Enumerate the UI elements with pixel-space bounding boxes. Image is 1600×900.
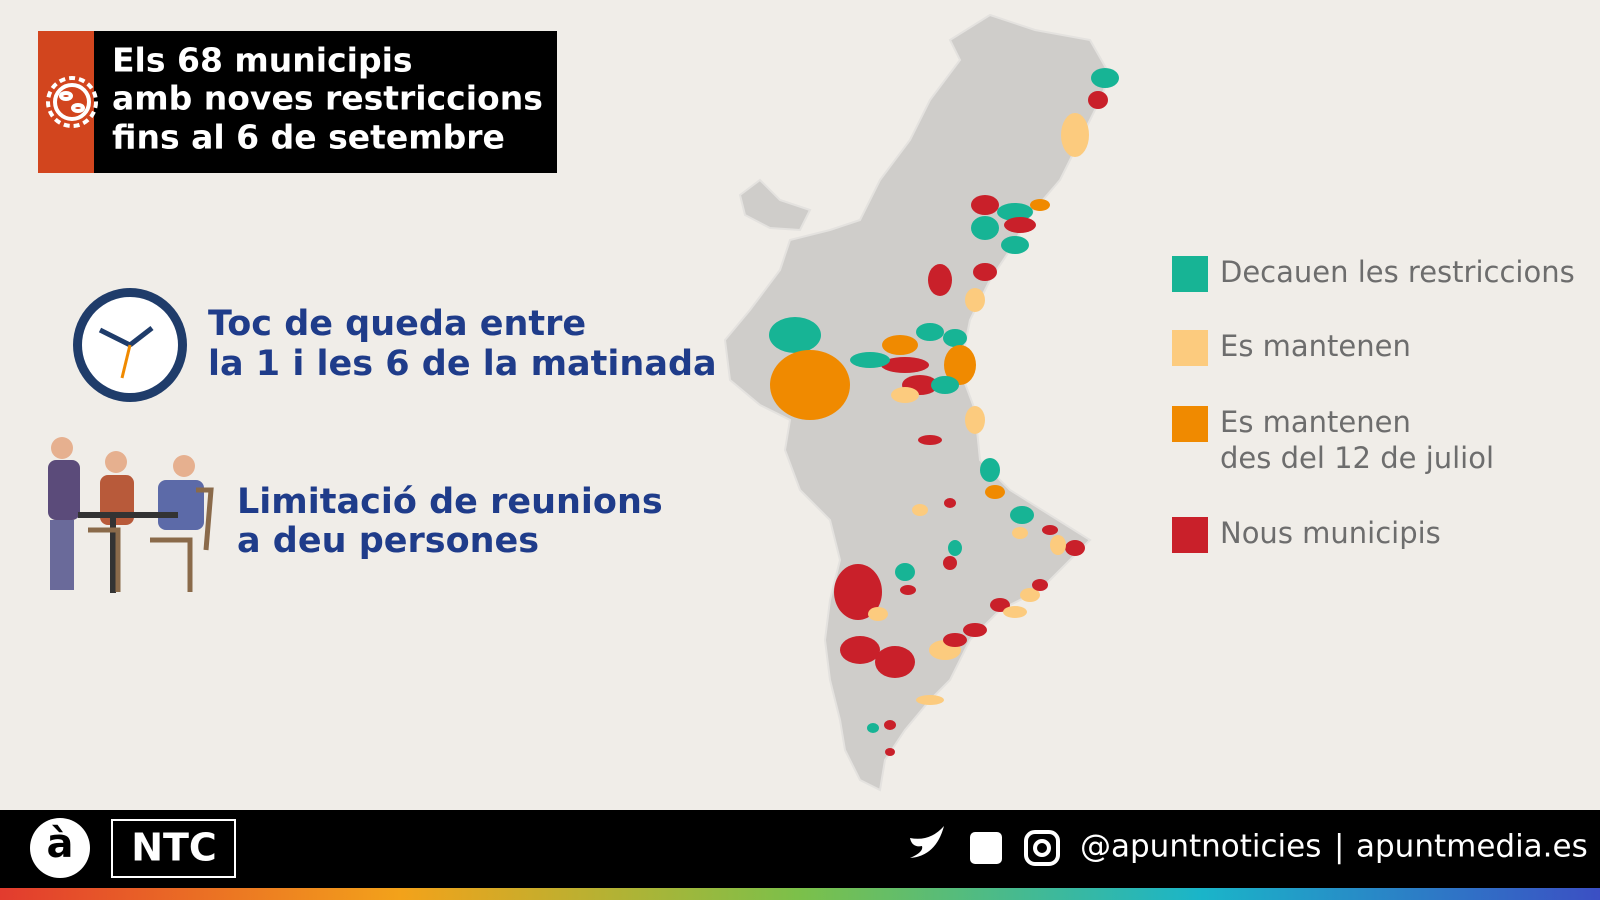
municipality-patch	[948, 540, 962, 556]
legend-label: des del 12 de juliol	[1220, 441, 1494, 475]
municipality-patch	[850, 352, 890, 368]
municipality-patch	[997, 203, 1033, 221]
municipality-patch	[916, 323, 944, 341]
municipality-patch	[895, 563, 915, 581]
virus-icon	[46, 76, 98, 128]
municipality-patch	[1010, 506, 1034, 524]
instagram-icon[interactable]	[1024, 830, 1060, 866]
legend-swatch	[1172, 517, 1208, 553]
municipality-patch	[834, 564, 882, 620]
facebook-icon[interactable]	[970, 832, 1002, 864]
municipality-patch	[885, 748, 895, 756]
twitter-icon[interactable]	[910, 826, 944, 858]
measure-text: Toc de queda entre	[208, 304, 586, 344]
municipality-patch	[881, 357, 929, 373]
municipality-patch	[990, 598, 1010, 612]
footer-bar	[0, 810, 1600, 890]
municipality-patch	[840, 636, 880, 664]
municipality-patch	[1061, 113, 1089, 157]
municipality-patch	[916, 695, 944, 705]
municipality-patch	[1065, 540, 1085, 556]
municipality-patch	[963, 623, 987, 637]
municipality-patch	[928, 264, 952, 296]
legend: Decauen les restriccions Es mantenen Es ma…	[1172, 255, 1575, 553]
municipality-patch	[912, 504, 928, 516]
title-line: amb noves restriccions	[112, 79, 543, 118]
title-box	[38, 31, 557, 173]
legend-swatch	[1172, 406, 1208, 442]
region-map	[723, 13, 1119, 792]
municipality-patch	[943, 633, 967, 647]
measure-text: a deu persones	[237, 521, 539, 561]
municipality-patch	[1030, 199, 1050, 211]
municipality-patch	[971, 195, 999, 215]
municipality-patch	[868, 607, 888, 621]
municipality-patch	[931, 376, 959, 394]
enclave-outline	[738, 178, 812, 232]
municipality-patch	[1050, 535, 1066, 555]
legend-swatch	[1172, 330, 1208, 366]
municipality-patch	[1020, 588, 1040, 602]
municipality-patch	[1091, 68, 1119, 88]
municipality-patch	[1032, 579, 1048, 591]
municipality-patch	[965, 406, 985, 434]
municipality-patch	[1012, 527, 1028, 539]
municipality-patch	[943, 556, 957, 570]
municipality-patch	[891, 387, 919, 403]
title-line: fins al 6 de setembre	[112, 118, 505, 157]
ntc-logo: NTC	[131, 826, 217, 870]
separator: |	[1334, 829, 1344, 865]
rainbow-strip	[0, 888, 1600, 900]
municipality-patch	[965, 288, 985, 312]
municipality-patch	[918, 435, 942, 445]
municipality-patch	[875, 646, 915, 678]
municipality-patch	[769, 317, 821, 353]
legend-label: Nous municipis	[1220, 516, 1441, 550]
municipality-patch	[1003, 606, 1027, 618]
legend-label: Decauen les restriccions	[1220, 255, 1575, 289]
social-handle[interactable]: @apuntnoticies	[1080, 829, 1321, 865]
municipality-patch	[971, 216, 999, 240]
website[interactable]: apuntmedia.es	[1356, 829, 1588, 865]
municipality-patch	[867, 723, 879, 733]
clock-icon	[73, 288, 187, 402]
people-illustration	[48, 437, 214, 593]
municipality-patch	[1042, 525, 1058, 535]
legend-swatch	[1172, 256, 1208, 292]
measure-text: la 1 i les 6 de la matinada	[208, 344, 717, 384]
municipality-patch	[1004, 217, 1036, 233]
municipality-patch	[980, 458, 1000, 482]
legend-label: Es mantenen	[1220, 329, 1411, 363]
logo-mark: à	[47, 821, 74, 867]
municipality-patch	[1001, 236, 1029, 254]
municipality-patch	[943, 329, 967, 347]
title-line: Els 68 municipis	[112, 41, 413, 80]
municipality-patch	[944, 345, 976, 385]
municipality-patch	[944, 498, 956, 508]
municipality-patch	[1088, 91, 1108, 109]
measure-text: Limitació de reunions	[237, 482, 663, 522]
logo-circle	[30, 818, 90, 878]
instagram-lens	[1033, 839, 1051, 857]
municipality-patch	[882, 335, 918, 355]
municipality-patch	[770, 350, 850, 420]
ntc-box	[111, 819, 236, 878]
municipality-patch	[973, 263, 997, 281]
municipality-patch	[884, 720, 896, 730]
municipality-patch	[900, 585, 916, 595]
legend-label: Es mantenen	[1220, 405, 1411, 439]
municipality-patch	[985, 485, 1005, 499]
